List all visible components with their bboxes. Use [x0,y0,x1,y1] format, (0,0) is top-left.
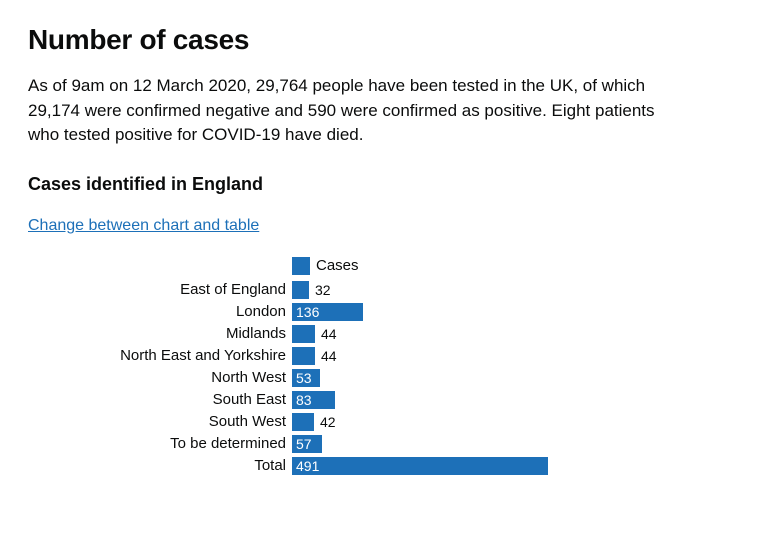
chart-row: To be determined57 [28,433,738,455]
chart-row: East of England 32 [28,279,738,301]
row-label: Midlands [28,325,292,342]
row-label: London [28,303,292,320]
chart-row: Total491 [28,455,738,477]
row-label: Total [28,457,292,474]
row-label: To be determined [28,435,292,452]
bar-value: 491 [296,457,319,475]
row-label: South East [28,391,292,408]
bar [292,457,548,475]
section-title: Cases identified in England [28,174,738,195]
chart-row: London136 [28,301,738,323]
bar-value: 42 [320,413,336,431]
bar [292,325,315,343]
chart-legend: Cases [28,257,738,275]
legend-label: Cases [316,257,359,274]
summary-text: As of 9am on 12 March 2020, 29,764 peopl… [28,74,668,148]
chart-row: South West 42 [28,411,738,433]
bar-cell: 53 [292,369,738,387]
bar-cell: 136 [292,303,738,321]
legend-swatch [292,257,310,275]
chart-row: North East and Yorkshire 44 [28,345,738,367]
bar [292,413,314,431]
bar-value: 44 [321,325,337,343]
chart-row: South East83 [28,389,738,411]
chart-row: North West53 [28,367,738,389]
row-label: North West [28,369,292,386]
page-title: Number of cases [28,24,738,56]
chart-row: Midlands 44 [28,323,738,345]
row-label: North East and Yorkshire [28,347,292,364]
bar-value: 53 [296,369,312,387]
bar-cell: 44 [292,325,738,343]
bar-value: 57 [296,435,312,453]
row-label: East of England [28,281,292,298]
bar [292,281,309,299]
bar-value: 136 [296,303,319,321]
bar-cell: 83 [292,391,738,409]
bar-value: 83 [296,391,312,409]
bar-cell: 32 [292,281,738,299]
bar-cell: 42 [292,413,738,431]
cases-bar-chart: Cases East of England32London136Midlands… [28,257,738,477]
toggle-chart-table-link[interactable]: Change between chart and table [28,217,259,235]
bar-cell: 57 [292,435,738,453]
bar-value: 32 [315,281,331,299]
bar [292,347,315,365]
bar-cell: 491 [292,457,738,475]
row-label: South West [28,413,292,430]
bar-value: 44 [321,347,337,365]
bar-cell: 44 [292,347,738,365]
